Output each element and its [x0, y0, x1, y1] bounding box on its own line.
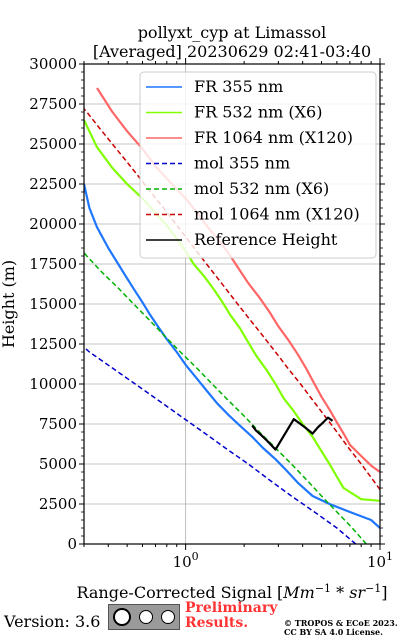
copyright-line2: CC BY SA 4.0 License. — [284, 627, 383, 637]
cc-license-badge — [108, 604, 180, 630]
y-tick-label: 25000 — [29, 135, 77, 153]
y-tick-label: 27500 — [29, 95, 77, 113]
chart-subtitle: [Averaged] 20230629 02:41-03:40 — [93, 42, 371, 61]
series-mol-355-nm — [84, 346, 357, 544]
preliminary-line2: Results. — [185, 615, 249, 631]
x-tick-label: 100 — [173, 550, 199, 571]
chart-title: pollyxt_cyp at Limassol — [138, 23, 327, 42]
legend-label: mol 355 nm — [194, 154, 290, 173]
y-tick-label: 22500 — [29, 175, 77, 193]
y-tick-label: 2500 — [39, 495, 77, 513]
y-tick-label: 12500 — [29, 335, 77, 353]
y-tick-label: 15000 — [29, 295, 77, 313]
legend-label: FR 1064 nm (X120) — [194, 128, 353, 147]
legend-label: FR 532 nm (X6) — [194, 103, 322, 122]
legend-label: Reference Height — [194, 230, 338, 249]
legend-label: FR 355 nm — [194, 77, 283, 96]
y-axis-label: Height (m) — [0, 260, 18, 348]
copyright-line1: © TROPOS & ECoE 2023. — [284, 618, 398, 628]
y-tick-label: 20000 — [29, 215, 77, 233]
y-tick-label: 17500 — [29, 255, 77, 273]
preliminary-line1: Preliminary — [185, 600, 278, 616]
cc-icon — [113, 608, 131, 626]
legend-box — [139, 71, 377, 259]
y-tick-label: 5000 — [39, 455, 77, 473]
series-mol-532-nm-x6 — [84, 252, 367, 544]
by-icon — [139, 610, 153, 624]
version-label: Version: 3.6 — [4, 612, 101, 631]
series-fr-355-nm — [84, 183, 380, 529]
legend-label: mol 1064 nm (X120) — [194, 205, 360, 224]
y-tick-label: 30000 — [29, 55, 77, 73]
series-reference-height — [251, 416, 334, 451]
legend-label: mol 532 nm (X6) — [194, 179, 329, 198]
preliminary-note: Preliminary Results. — [185, 601, 277, 631]
copyright-note: © TROPOS & ECoE 2023. CC BY SA 4.0 Licen… — [284, 619, 398, 637]
y-tick-label: 10000 — [29, 375, 77, 393]
sa-icon — [161, 610, 175, 624]
series-mol-1064-nm-x120 — [84, 108, 380, 491]
y-tick-label: 0 — [67, 535, 77, 553]
x-axis-label: Range-Corrected Signal [Mm−1 * sr−1] — [76, 582, 387, 602]
x-tick-label: 101 — [367, 550, 393, 571]
y-tick-label: 7500 — [39, 415, 77, 433]
x-axis: 100 101 — [83, 58, 393, 571]
y-axis: 0 2500 5000 7500 10000 12500 15000 17500 20000 22… — [29, 55, 385, 553]
legend: FR 355 nm FR 532 nm (X6) FR 1064 nm (X120)… — [139, 71, 377, 259]
